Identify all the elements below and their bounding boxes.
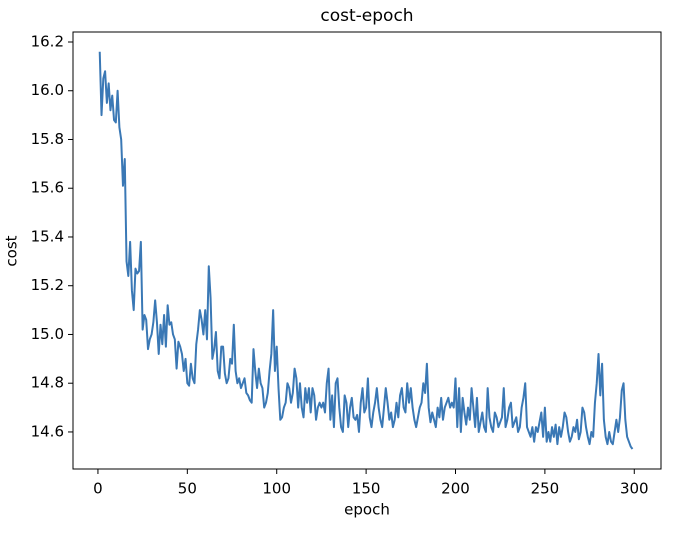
chart-title: cost-epoch bbox=[320, 6, 413, 26]
x-tick-label: 50 bbox=[178, 480, 197, 498]
y-tick-label: 14.6 bbox=[31, 422, 64, 440]
y-tick-label: 16.0 bbox=[31, 81, 64, 99]
x-tick-label: 300 bbox=[620, 480, 649, 498]
y-tick-label: 15.0 bbox=[31, 325, 64, 343]
y-tick-label: 15.2 bbox=[31, 276, 64, 294]
y-tick-label: 15.8 bbox=[31, 130, 64, 148]
y-tick-label: 15.4 bbox=[31, 227, 64, 245]
y-axis-label: cost bbox=[3, 235, 21, 266]
x-tick-label: 0 bbox=[93, 480, 103, 498]
y-tick-label: 16.2 bbox=[31, 32, 64, 50]
x-tick-label: 100 bbox=[262, 480, 291, 498]
y-tick-label: 15.6 bbox=[31, 179, 64, 197]
x-axis-label: epoch bbox=[344, 501, 390, 519]
line-series bbox=[98, 51, 634, 450]
plot-frame bbox=[72, 31, 662, 470]
x-tick-label: 150 bbox=[352, 480, 381, 498]
y-tick-label: 14.8 bbox=[31, 374, 64, 392]
x-tick-label: 200 bbox=[441, 480, 470, 498]
x-tick-label: 250 bbox=[531, 480, 560, 498]
